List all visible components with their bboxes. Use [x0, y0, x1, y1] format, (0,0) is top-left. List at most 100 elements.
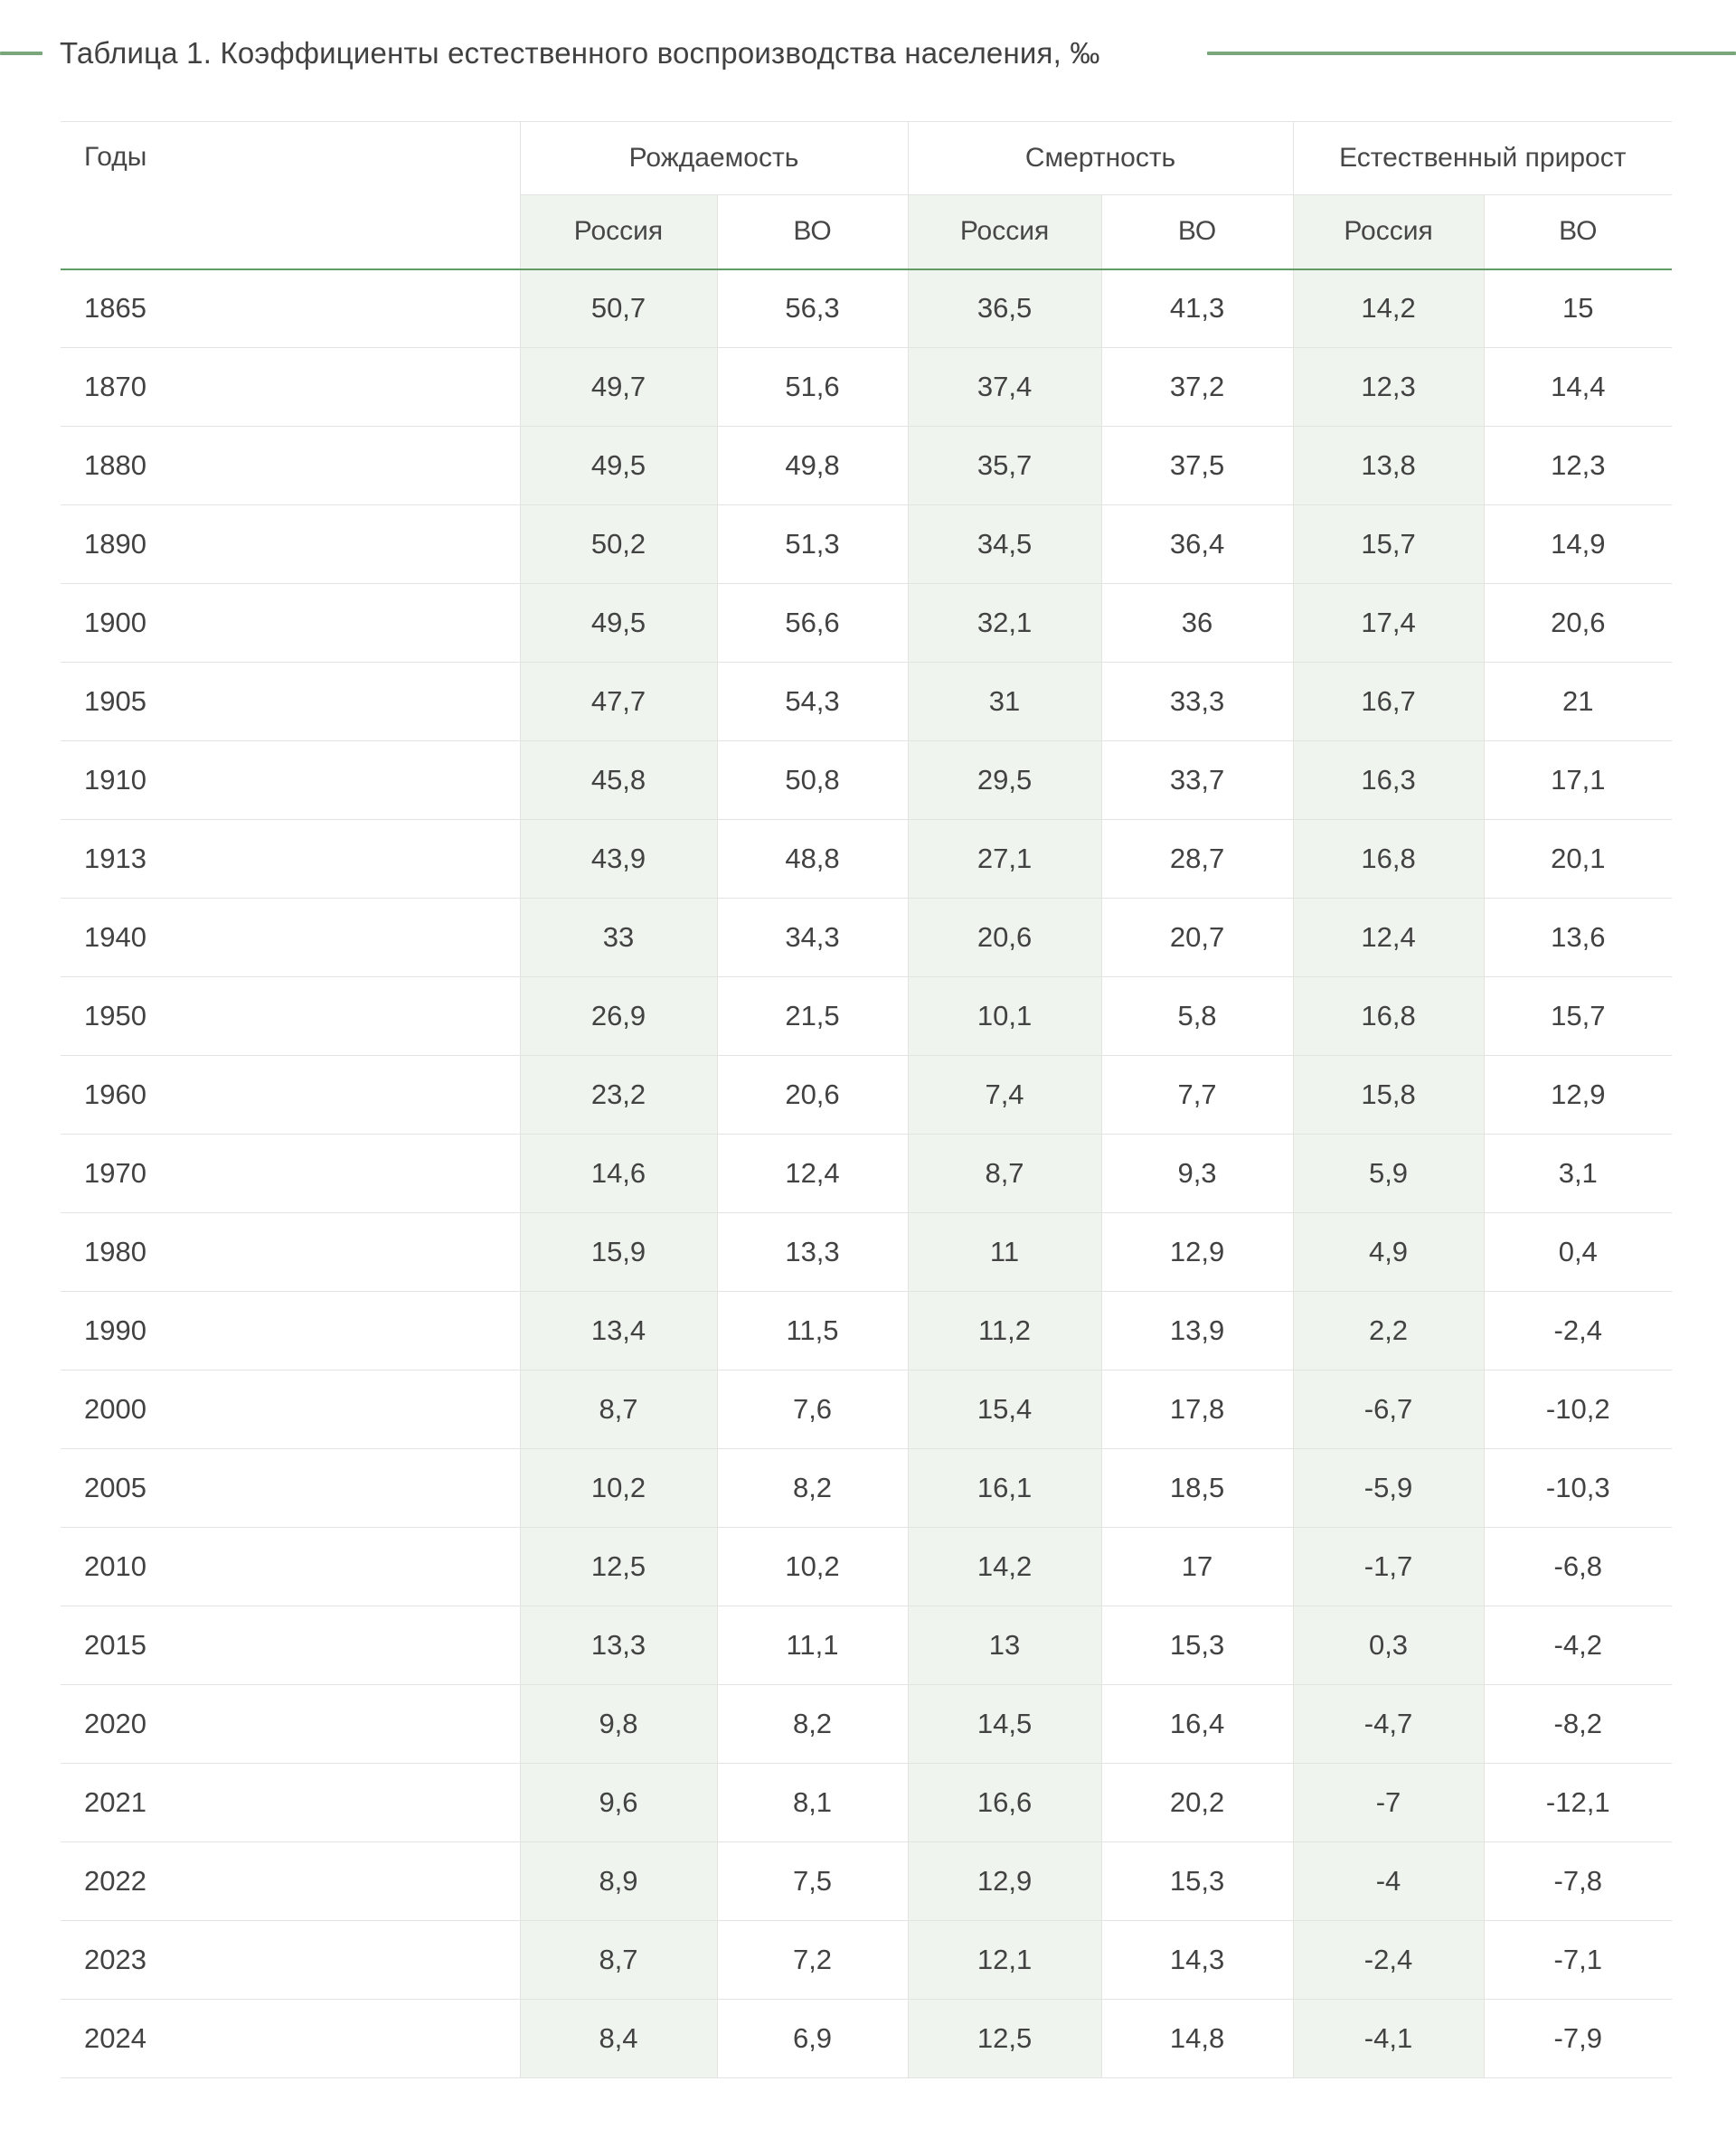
accent-dash-left: [0, 52, 42, 55]
year-cell: 1890: [61, 504, 521, 584]
value-cell: -8,2: [1483, 1684, 1673, 1764]
year-cell: 2005: [61, 1448, 521, 1528]
year-cell: 1970: [61, 1134, 521, 1213]
table-row: 2023 8,7 7,2 12,1 14,3 -2,4 -7,1: [61, 1920, 1673, 2000]
year-cell: 1905: [61, 662, 521, 741]
value-cell: 13,3: [519, 1606, 718, 1685]
table-row: 2010 12,5 10,2 14,2 17 -1,7 -6,8: [61, 1527, 1673, 1606]
value-cell: -7,1: [1483, 1920, 1673, 2000]
value-cell: 14,8: [1100, 1999, 1294, 2078]
figure-title-bar: Таблица 1. Коэффициенты естественного во…: [0, 0, 1736, 71]
value-cell: 17,1: [1483, 740, 1673, 820]
value-cell: 51,3: [716, 504, 909, 584]
value-cell: 50,8: [716, 740, 909, 820]
table-row: 1960 23,2 20,6 7,4 7,7 15,8 12,9: [61, 1055, 1673, 1135]
value-cell: -4,7: [1292, 1684, 1485, 1764]
value-cell: 27,1: [907, 819, 1102, 899]
value-cell: 16,1: [907, 1448, 1102, 1528]
col-group-natural-increase: Естественный прирост: [1292, 121, 1673, 195]
value-cell: 11,2: [907, 1291, 1102, 1370]
value-cell: 45,8: [519, 740, 718, 820]
value-cell: 34,3: [716, 898, 909, 977]
year-cell: 1980: [61, 1212, 521, 1292]
value-cell: 8,7: [907, 1134, 1102, 1213]
value-cell: 12,9: [1483, 1055, 1673, 1135]
value-cell: 48,8: [716, 819, 909, 899]
value-cell: 54,3: [716, 662, 909, 741]
value-cell: 2,2: [1292, 1291, 1485, 1370]
value-cell: 16,8: [1292, 819, 1485, 899]
table-row: 2020 9,8 8,2 14,5 16,4 -4,7 -8,2: [61, 1684, 1673, 1764]
value-cell: 18,5: [1100, 1448, 1294, 1528]
value-cell: 37,5: [1100, 426, 1294, 505]
value-cell: -4: [1292, 1841, 1485, 1921]
value-cell: 49,8: [716, 426, 909, 505]
value-cell: 14,5: [907, 1684, 1102, 1764]
table-wrapper: Годы Рождаемость Смертность Естественный…: [61, 121, 1673, 2078]
table-row: 1905 47,7 54,3 31 33,3 16,7 21: [61, 662, 1673, 741]
year-cell: 2023: [61, 1920, 521, 2000]
header-group-row: Годы Рождаемость Смертность Естественный…: [61, 121, 1673, 269]
value-cell: 10,1: [907, 976, 1102, 1056]
table-row: 2015 13,3 11,1 13 15,3 0,3 -4,2: [61, 1606, 1673, 1685]
year-cell: 1900: [61, 583, 521, 663]
col-group-death-rate: Смертность: [907, 121, 1294, 195]
value-cell: 13,4: [519, 1291, 718, 1370]
value-cell: 15,9: [519, 1212, 718, 1292]
col-group-birth-rate: Рождаемость: [519, 121, 909, 195]
figure-title: Таблица 1. Коэффициенты естественного во…: [60, 36, 1100, 70]
value-cell: 9,8: [519, 1684, 718, 1764]
value-cell: -7: [1292, 1763, 1485, 1842]
value-cell: -7,8: [1483, 1841, 1673, 1921]
value-cell: 11: [907, 1212, 1102, 1292]
value-cell: 15: [1483, 268, 1673, 348]
value-cell: 36,4: [1100, 504, 1294, 584]
value-cell: 8,1: [716, 1763, 909, 1842]
table-row: 2024 8,4 6,9 12,5 14,8 -4,1 -7,9: [61, 1999, 1673, 2078]
value-cell: 10,2: [716, 1527, 909, 1606]
table-row: 1940 33 34,3 20,6 20,7 12,4 13,6: [61, 898, 1673, 977]
value-cell: 8,2: [716, 1448, 909, 1528]
value-cell: 49,7: [519, 347, 718, 427]
value-cell: 13,6: [1483, 898, 1673, 977]
value-cell: 12,9: [1100, 1212, 1294, 1292]
value-cell: 17,8: [1100, 1370, 1294, 1449]
year-cell: 2021: [61, 1763, 521, 1842]
value-cell: 12,5: [907, 1999, 1102, 2078]
value-cell: 12,4: [1292, 898, 1485, 977]
table-body: 1865 50,7 56,3 36,5 41,3 14,2 15 1870 49,7 51,6 37…: [61, 268, 1673, 2078]
value-cell: 12,3: [1483, 426, 1673, 505]
value-cell: 8,4: [519, 1999, 718, 2078]
value-cell: 43,9: [519, 819, 718, 899]
value-cell: -2,4: [1292, 1920, 1485, 2000]
value-cell: -1,7: [1292, 1527, 1485, 1606]
value-cell: 28,7: [1100, 819, 1294, 899]
value-cell: 15,4: [907, 1370, 1102, 1449]
value-cell: 14,6: [519, 1134, 718, 1213]
value-cell: 23,2: [519, 1055, 718, 1135]
col-subheader-vo-increase: ВО: [1483, 194, 1673, 269]
value-cell: 56,3: [716, 268, 909, 348]
value-cell: 33,3: [1100, 662, 1294, 741]
value-cell: 8,2: [716, 1684, 909, 1764]
year-cell: 1910: [61, 740, 521, 820]
value-cell: 3,1: [1483, 1134, 1673, 1213]
value-cell: 15,8: [1292, 1055, 1485, 1135]
value-cell: 16,7: [1292, 662, 1485, 741]
value-cell: 11,5: [716, 1291, 909, 1370]
value-cell: 33: [519, 898, 718, 977]
value-cell: 15,3: [1100, 1606, 1294, 1685]
value-cell: -10,2: [1483, 1370, 1673, 1449]
table-row: 2005 10,2 8,2 16,1 18,5 -5,9 -10,3: [61, 1448, 1673, 1528]
accent-line-right: [1206, 52, 1736, 55]
value-cell: 35,7: [907, 426, 1102, 505]
value-cell: 14,2: [1292, 268, 1485, 348]
value-cell: 12,3: [1292, 347, 1485, 427]
year-cell: 2015: [61, 1606, 521, 1685]
table-row: 2000 8,7 7,6 15,4 17,8 -6,7 -10,2: [61, 1370, 1673, 1449]
value-cell: 41,3: [1100, 268, 1294, 348]
value-cell: 13: [907, 1606, 1102, 1685]
value-cell: 9,6: [519, 1763, 718, 1842]
value-cell: 13,9: [1100, 1291, 1294, 1370]
value-cell: 50,2: [519, 504, 718, 584]
